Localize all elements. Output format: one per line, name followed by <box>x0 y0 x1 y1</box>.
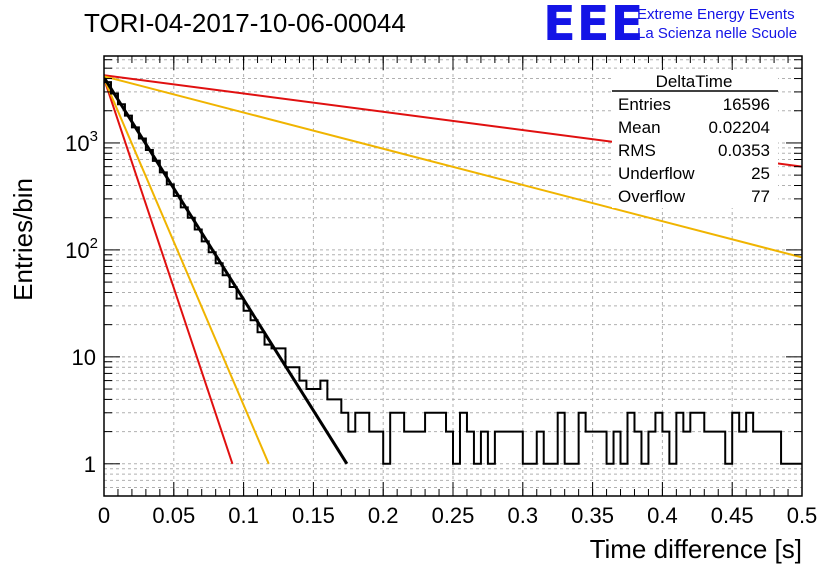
stats-row-value: 77 <box>751 187 770 206</box>
x-tick-label: 0.5 <box>787 503 818 528</box>
x-tick-label: 0.4 <box>647 503 678 528</box>
y-tick-labels: 1 10 102 103 <box>65 128 98 477</box>
stats-row-value: 0.02204 <box>709 118 770 137</box>
stats-row-label: Overflow <box>618 187 686 206</box>
stats-row-label: RMS <box>618 141 656 160</box>
y-tick-label: 102 <box>65 235 98 263</box>
y-axis-label: Entries/bin <box>8 178 38 301</box>
x-tick-label: 0 <box>98 503 110 528</box>
fit-line <box>104 75 802 259</box>
stats-rows: Entries 16596 Mean 0.02204 RMS 0.0353 Underflo… <box>618 95 770 206</box>
fit-line <box>104 78 270 465</box>
x-tick-label: 0.15 <box>292 503 335 528</box>
x-tick-label: 0.05 <box>152 503 195 528</box>
y-tick-label: 1 <box>84 452 96 477</box>
stats-row-value: 25 <box>751 164 770 183</box>
stats-row-label: Underflow <box>618 164 695 183</box>
eee-tagline-1: Extreme Energy Events <box>637 6 795 23</box>
stats-row-label: Mean <box>618 118 661 137</box>
y-tick-label: 103 <box>65 128 98 156</box>
stats-box: DeltaTime Entries 16596 Mean 0.02204 RMS 0.03… <box>612 70 778 208</box>
stats-row-label: Entries <box>618 95 671 114</box>
x-tick-label: 0.25 <box>432 503 475 528</box>
x-tick-label: 0.1 <box>228 503 259 528</box>
fit-line <box>104 76 349 465</box>
eee-logo: EEE <box>543 0 645 52</box>
stats-row-value: 0.0353 <box>718 141 770 160</box>
eee-tagline-2: La Scienza nelle Scuole <box>637 25 798 42</box>
stats-box-background <box>612 70 778 208</box>
fit-line <box>104 78 234 465</box>
axis-ticks <box>103 56 803 496</box>
stats-title: DeltaTime <box>656 72 733 91</box>
stats-row-value: 16596 <box>723 95 770 114</box>
x-tick-label: 0.35 <box>571 503 614 528</box>
run-title: TORI-04-2017-10-06-00044 <box>84 8 406 38</box>
y-tick-exponent: 2 <box>90 235 98 252</box>
y-tick-exponent: 3 <box>90 128 98 145</box>
y-tick-label: 10 <box>72 345 96 370</box>
histogram-line <box>104 81 802 465</box>
x-tick-label: 0.45 <box>711 503 754 528</box>
x-tick-label: 0.2 <box>368 503 399 528</box>
x-axis-label: Time difference [s] <box>590 534 802 564</box>
x-tick-labels: 0 0.05 0.1 0.15 0.2 0.25 0.3 0.35 0.4 0.45 0.5 <box>98 503 817 528</box>
x-tick-label: 0.3 <box>508 503 539 528</box>
